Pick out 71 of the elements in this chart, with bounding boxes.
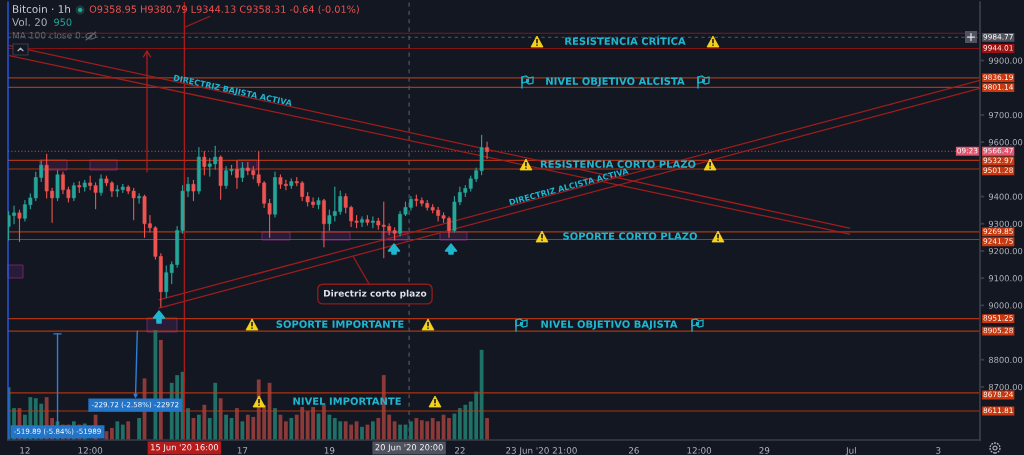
candlestick (12, 205, 16, 225)
x-tick-label: 26 (628, 447, 639, 454)
bar (240, 421, 245, 440)
bar (289, 418, 294, 440)
bar (126, 421, 131, 440)
ref-line-label: 15 Jun '20 16:00 (151, 444, 219, 452)
candlestick (370, 216, 375, 229)
y-tick-label: 8800.00 (988, 356, 1023, 364)
x-tick-label: 23 Jun '20 21:00 (506, 447, 577, 455)
bar (485, 418, 489, 440)
x-tick-label: 12 (20, 447, 30, 454)
bar (218, 398, 223, 440)
bar (273, 408, 277, 440)
bar (137, 418, 141, 440)
x-tick-label: 3 (936, 447, 941, 454)
candlestick (17, 209, 22, 242)
annotation: SOPORTE IMPORTANTE (276, 320, 404, 328)
y-tick-label: 9700.00 (988, 111, 1023, 119)
bar (224, 414, 228, 440)
x-tick-label: 19 (324, 447, 335, 454)
x-tick-label: 22 (454, 447, 465, 454)
bar (360, 426, 364, 440)
bar (115, 421, 120, 440)
candlestick (360, 216, 364, 227)
chart-title: Vol. 20 (12, 17, 47, 27)
candlestick (202, 151, 207, 176)
candlestick (191, 179, 196, 202)
ref-line-label: 20 Jun '20 20:00 (375, 444, 443, 452)
y-tick-label: 9200.00 (988, 247, 1023, 255)
x-tick-label: 12:00 (687, 447, 712, 454)
bar (398, 424, 402, 440)
annotation: SOPORTE CORTO PLAZO (563, 232, 697, 240)
bar (322, 404, 326, 440)
candlestick (137, 193, 141, 204)
candlestick (99, 174, 103, 196)
annotation: Directriz corto plazo (324, 289, 427, 299)
bar (447, 418, 451, 440)
bar (283, 421, 288, 440)
y-tick-label: 9100.00 (988, 275, 1023, 282)
bar (376, 418, 381, 440)
bar (235, 408, 239, 440)
x-tick-label: 29 (759, 447, 770, 454)
bar (202, 404, 207, 440)
y-tick-label: 9400.00 (988, 193, 1023, 200)
y-tick-label: 9000.00 (988, 302, 1023, 309)
x-tick-label: 12:00 (78, 447, 103, 454)
y-tick-label: 9900.00 (988, 57, 1023, 64)
annotation: RESISTENCIA CRÍTICA (565, 35, 686, 45)
bar (110, 427, 114, 440)
y-tick-label: 9600.00 (988, 139, 1023, 146)
chart-title: Bitcoin · 1h (13, 4, 70, 14)
annotation: NIVEL OBJETIVO ALCISTA (546, 77, 685, 87)
candlestick (235, 160, 239, 189)
y-tick-label: 9300.00 (988, 220, 1023, 228)
bar (370, 421, 375, 440)
candlestick (485, 141, 489, 159)
bar (414, 418, 419, 440)
candlestick (240, 161, 245, 183)
x-tick-label: 17 (237, 447, 248, 454)
bar (479, 349, 484, 440)
x-tick-label: Jul (845, 446, 856, 455)
bar (120, 424, 125, 440)
bar (186, 408, 190, 440)
chart-subtitle: 950 (54, 18, 72, 26)
bar (327, 414, 332, 440)
annotation: NIVEL OBJETIVO BAJISTA (541, 320, 678, 330)
bar (392, 421, 397, 440)
candlestick (322, 198, 326, 248)
y-tick-label: 8700.00 (988, 383, 1023, 391)
candlestick (55, 170, 60, 202)
bar (196, 414, 201, 440)
